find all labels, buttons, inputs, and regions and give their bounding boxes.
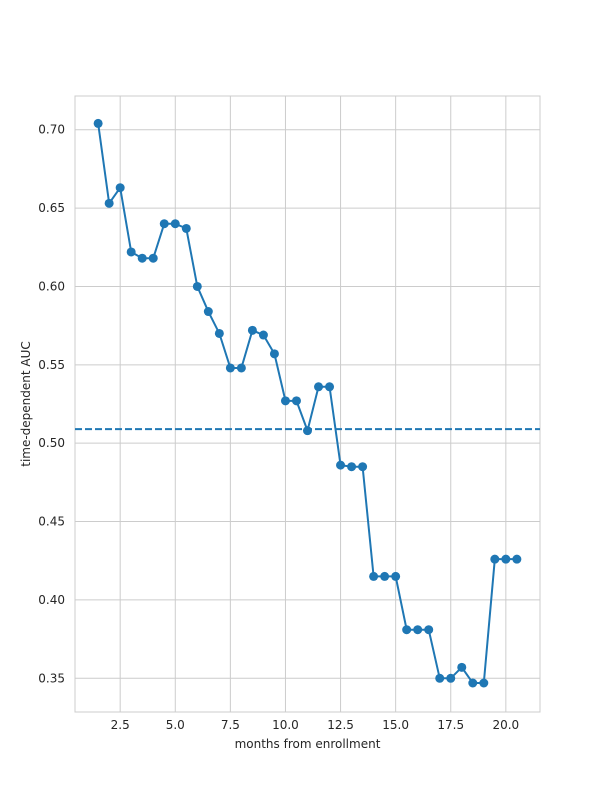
data-point [380,571,390,581]
x-tick-labels: 2.5 5.0 7.5 10.0 12.5 15.0 17.5 20.0 [111,718,520,732]
y-tick-label: 0.45 [38,515,65,529]
x-tick-label: 5.0 [166,718,185,732]
data-point [336,460,346,470]
data-point [181,223,191,233]
data-point [269,349,279,359]
data-point [104,198,114,208]
data-points [93,118,522,688]
data-point [358,462,368,472]
data-point [170,219,180,229]
series-line [97,123,517,685]
data-point [479,678,489,688]
data-point [115,183,125,193]
data-point [148,253,158,263]
data-point [236,363,246,373]
data-point [391,571,401,581]
data-point [225,363,235,373]
data-point [435,673,445,683]
data-point [457,662,467,672]
data-point [126,247,136,257]
x-tick-label: 17.5 [437,718,464,732]
data-point [490,554,500,564]
x-tick-label: 7.5 [221,718,240,732]
data-point [413,625,423,635]
data-point [159,219,169,229]
data-point [468,678,478,688]
y-tick-label: 0.65 [38,201,65,215]
y-tick-label: 0.40 [38,593,65,607]
plot-frame [74,95,541,713]
y-tick-labels: 0.35 0.40 0.45 0.50 0.55 0.60 0.65 0.70 [38,123,65,686]
x-axis-label: months from enrollment [235,737,381,751]
data-point [137,253,147,263]
y-axis-label: time-dependent AUC [19,341,33,467]
data-point [247,325,257,335]
data-point [192,281,202,291]
y-tick-label: 0.70 [38,123,65,137]
data-point [291,396,301,406]
data-point [501,554,511,564]
y-tick-label: 0.55 [38,358,65,372]
data-point [325,382,335,392]
data-point [93,118,103,128]
y-tick-label: 0.60 [38,279,65,293]
data-point [446,673,456,683]
data-point [369,571,379,581]
data-point [203,307,213,317]
data-point [258,330,268,340]
data-point [512,554,522,564]
data-point [347,462,357,472]
y-tick-label: 0.50 [38,436,65,450]
data-point [280,396,290,406]
x-tick-label: 10.0 [272,718,299,732]
x-tick-label: 20.0 [492,718,519,732]
data-point [303,426,312,436]
data-point [314,382,324,392]
grid-lines [75,96,540,712]
x-tick-label: 15.0 [382,718,409,732]
x-tick-label: 2.5 [111,718,130,732]
data-point [402,625,412,635]
data-point [424,625,434,635]
data-point [214,328,224,338]
y-tick-label: 0.35 [38,671,65,685]
x-tick-label: 12.5 [327,718,354,732]
